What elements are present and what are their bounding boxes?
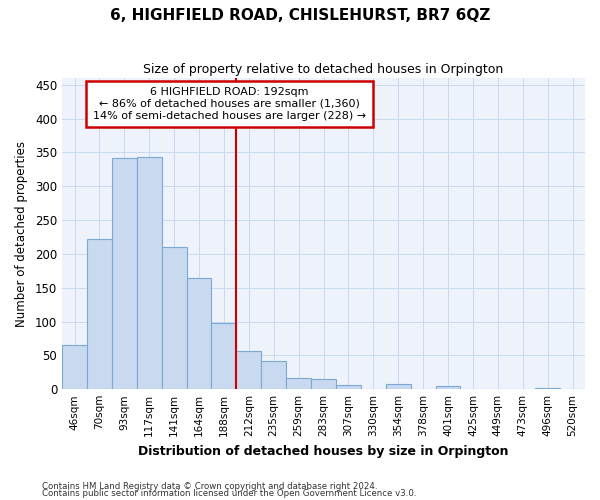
Title: Size of property relative to detached houses in Orpington: Size of property relative to detached ho… — [143, 62, 503, 76]
Bar — [336, 385, 361, 389]
Bar — [161, 247, 187, 389]
Bar — [535, 388, 560, 389]
Text: Contains HM Land Registry data © Crown copyright and database right 2024.: Contains HM Land Registry data © Crown c… — [42, 482, 377, 491]
Bar — [311, 379, 336, 389]
Bar — [286, 378, 311, 389]
Bar — [62, 345, 87, 389]
Bar — [112, 158, 137, 389]
Bar — [261, 362, 286, 389]
Text: Contains public sector information licensed under the Open Government Licence v3: Contains public sector information licen… — [42, 490, 416, 498]
Text: 6 HIGHFIELD ROAD: 192sqm
← 86% of detached houses are smaller (1,360)
14% of sem: 6 HIGHFIELD ROAD: 192sqm ← 86% of detach… — [93, 88, 366, 120]
Text: 6, HIGHFIELD ROAD, CHISLEHURST, BR7 6QZ: 6, HIGHFIELD ROAD, CHISLEHURST, BR7 6QZ — [110, 8, 490, 22]
Bar — [436, 386, 460, 389]
Bar — [87, 239, 112, 389]
Bar — [187, 278, 211, 389]
Y-axis label: Number of detached properties: Number of detached properties — [15, 140, 28, 326]
X-axis label: Distribution of detached houses by size in Orpington: Distribution of detached houses by size … — [138, 444, 509, 458]
Bar — [386, 384, 410, 389]
Bar — [236, 350, 261, 389]
Bar — [211, 323, 236, 389]
Bar — [137, 156, 161, 389]
